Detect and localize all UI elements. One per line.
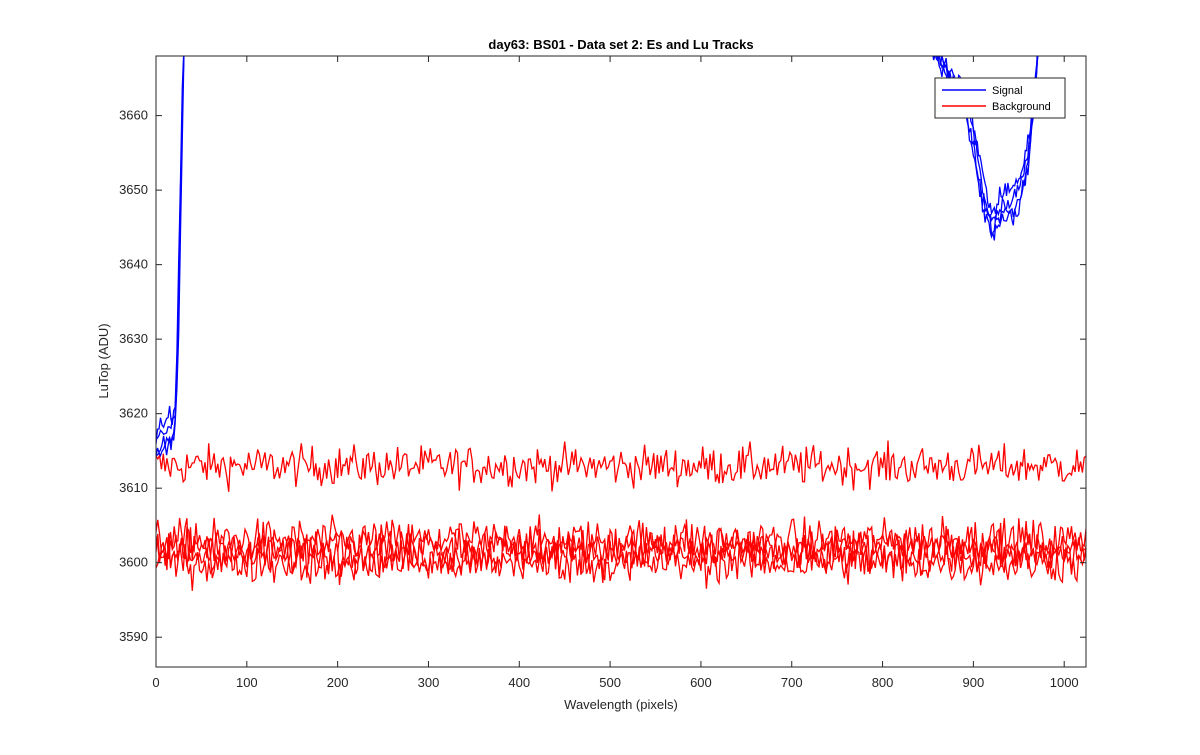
background-series: [156, 440, 1086, 591]
legend: Signal Background: [934, 77, 1066, 119]
legend-box: [934, 77, 1066, 119]
legend-label-signal: Signal: [992, 85, 1023, 97]
signal-line-4: [935, 56, 1039, 216]
x-tick-label: 1000: [1050, 675, 1079, 690]
plot-area: [156, 56, 1086, 667]
y-tick-label: 3630: [119, 331, 148, 346]
y-tick-label: 3650: [119, 182, 148, 197]
x-tick-label: 900: [963, 675, 985, 690]
axes-box: [155, 55, 1087, 668]
background-line-4: [156, 533, 1086, 591]
x-tick-label: 200: [327, 675, 349, 690]
legend-label-background: Background: [992, 101, 1051, 113]
y-tick-label: 3660: [119, 108, 148, 123]
x-axis: 0 100 200 300 400 500 600 700 800 900 1000: [152, 56, 1079, 690]
background-line-3: [156, 525, 1086, 582]
y-tick-label: 3640: [119, 257, 148, 272]
y-tick-label: 3620: [119, 406, 148, 421]
x-tick-label: 800: [872, 675, 894, 690]
y-tick-label: 3600: [119, 555, 148, 570]
x-tick-label: 600: [690, 675, 712, 690]
x-tick-label: 100: [236, 675, 258, 690]
signal-series: [156, 56, 1039, 458]
background-line-0: [156, 440, 1086, 492]
y-tick-label: 3590: [119, 629, 148, 644]
x-tick-label: 300: [418, 675, 440, 690]
x-axis-label: Wavelength (pixels): [564, 697, 678, 712]
axes: [155, 55, 1087, 668]
x-tick-label: 500: [599, 675, 621, 690]
x-tick-label: 0: [152, 675, 159, 690]
signal-line-3: [156, 56, 185, 458]
y-axis-label: LuTop (ADU): [96, 323, 111, 398]
y-axis: 3590 3600 3610 3620 3630 3640 3650 3660: [119, 108, 1086, 644]
chart-title: day63: BS01 - Data set 2: Es and Lu Trac…: [488, 37, 753, 52]
x-tick-label: 400: [508, 675, 530, 690]
x-tick-label: 700: [781, 675, 803, 690]
y-tick-label: 3610: [119, 480, 148, 495]
